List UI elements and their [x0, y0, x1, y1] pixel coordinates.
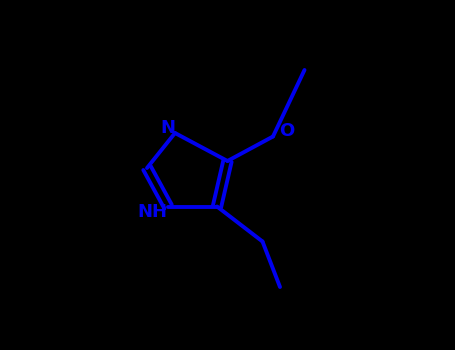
Text: O: O	[279, 122, 295, 140]
Text: NH: NH	[137, 203, 167, 221]
Text: N: N	[161, 119, 176, 137]
